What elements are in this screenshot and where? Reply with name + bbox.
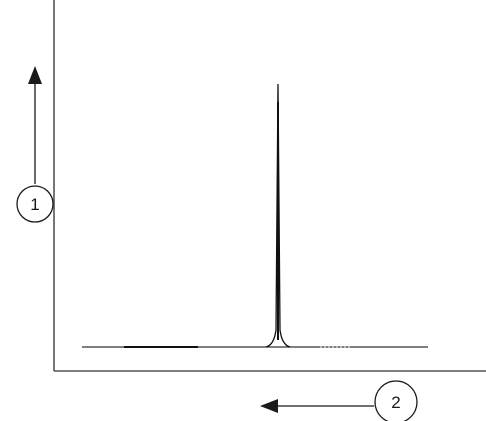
spectrum-peak [265,83,291,348]
callout-circle-2 [374,380,418,421]
x-direction-arrow-head [260,399,278,413]
y-direction-arrow-head [28,66,42,84]
callout-label-2: 2 [391,393,400,412]
callout-circle-1 [16,185,54,223]
callout-label-1: 1 [30,195,39,214]
